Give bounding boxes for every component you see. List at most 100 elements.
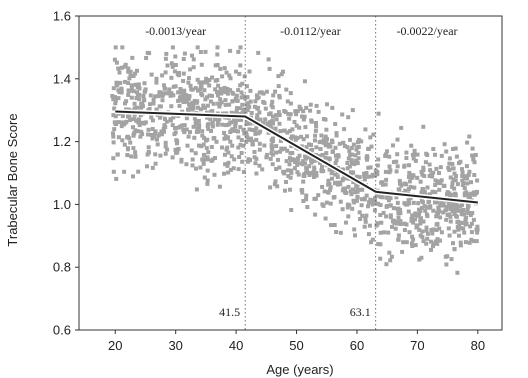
scatter-point <box>133 82 138 87</box>
scatter-point <box>424 225 429 230</box>
scatter-point <box>126 69 131 74</box>
scatter-point <box>238 45 243 50</box>
scatter-point <box>191 105 196 110</box>
scatter-point <box>257 141 262 146</box>
scatter-point <box>342 144 347 148</box>
scatter-point <box>116 120 121 125</box>
scatter-point <box>112 120 117 125</box>
scatter-point <box>301 173 306 178</box>
scatter-point <box>281 128 286 133</box>
scatter-point <box>378 195 383 199</box>
scatter-point <box>424 241 429 246</box>
scatter-point <box>373 173 378 178</box>
scatter-point <box>237 106 242 111</box>
scatter-point <box>151 134 155 139</box>
scatter-point <box>119 86 124 91</box>
scatter-point <box>369 240 374 245</box>
scatter-point <box>316 109 321 114</box>
scatter-point <box>407 201 412 206</box>
scatter-point <box>422 204 427 209</box>
scatter-point <box>287 129 292 133</box>
scatter-point <box>376 111 381 116</box>
scatter-point <box>270 119 275 124</box>
scatter-point <box>333 122 338 126</box>
scatter-point <box>346 115 351 120</box>
scatter-point <box>205 137 210 142</box>
scatter-point <box>248 158 252 163</box>
scatter-point <box>469 237 474 242</box>
scatter-point <box>452 247 457 251</box>
scatter-point <box>297 125 302 130</box>
scatter-point <box>202 175 207 180</box>
scatter-point <box>233 120 238 125</box>
scatter-point <box>277 93 282 98</box>
scatter-point <box>257 147 262 152</box>
scatter-point <box>469 180 473 185</box>
scatter-point <box>444 149 449 154</box>
scatter-point <box>351 180 356 185</box>
scatter-point <box>127 76 132 81</box>
scatter-point <box>327 167 332 172</box>
scatter-point <box>153 152 158 157</box>
scatter-point <box>442 184 447 188</box>
scatter-point <box>386 230 391 235</box>
scatter-point <box>144 56 149 60</box>
scatter-point <box>136 82 141 87</box>
scatter-point <box>344 176 349 181</box>
scatter-point <box>409 218 414 223</box>
scatter-point <box>457 208 462 213</box>
scatter-point <box>451 147 455 151</box>
scatter-point <box>415 175 420 180</box>
scatter-point <box>227 102 232 107</box>
scatter-point <box>154 76 159 81</box>
scatter-point <box>330 176 334 181</box>
scatter-point <box>131 174 135 179</box>
scatter-point <box>244 84 249 89</box>
scatter-point <box>170 64 175 69</box>
scatter-point <box>336 153 341 158</box>
scatter-point <box>135 93 140 98</box>
scatter-point <box>447 156 452 161</box>
scatter-point <box>239 151 244 155</box>
y-tick-label: 1.4 <box>53 71 71 86</box>
scatter-point <box>467 169 472 174</box>
scatter-point <box>373 198 377 203</box>
scatter-point <box>303 125 308 130</box>
scatter-point <box>177 95 182 100</box>
scatter-point <box>304 197 309 202</box>
scatter-point <box>378 213 383 217</box>
scatter-point <box>451 177 456 182</box>
scatter-point <box>137 123 142 128</box>
scatter-point <box>137 97 142 102</box>
scatter-point <box>270 144 275 149</box>
scatter-point <box>352 227 357 232</box>
scatter-point <box>474 239 479 244</box>
scatter-point <box>196 118 201 123</box>
scatter-point <box>433 200 437 205</box>
scatter-point <box>387 203 392 208</box>
scatter-point <box>240 81 245 86</box>
scatter-point <box>293 135 298 140</box>
scatter-point <box>238 142 243 147</box>
scatter-point <box>153 131 158 136</box>
scatter-point <box>219 100 224 105</box>
scatter-point <box>296 172 301 177</box>
scatter-point <box>304 193 309 198</box>
scatter-point <box>363 127 368 132</box>
scatter-point <box>188 83 193 88</box>
scatter-point <box>168 93 173 98</box>
scatter-point <box>391 218 396 223</box>
scatter-point <box>441 210 446 215</box>
scatter-point <box>162 91 166 96</box>
scatter-point <box>418 208 423 213</box>
scatter-point <box>129 95 134 100</box>
scatter-point <box>446 226 451 231</box>
scatter-point <box>217 184 222 189</box>
scatter-point <box>288 175 293 180</box>
scatter-point <box>113 45 118 50</box>
scatter-point <box>304 145 309 150</box>
scatter-point <box>338 230 343 235</box>
scatter-point <box>475 230 480 235</box>
scatter-point <box>350 108 355 113</box>
scatter-point <box>464 175 469 180</box>
